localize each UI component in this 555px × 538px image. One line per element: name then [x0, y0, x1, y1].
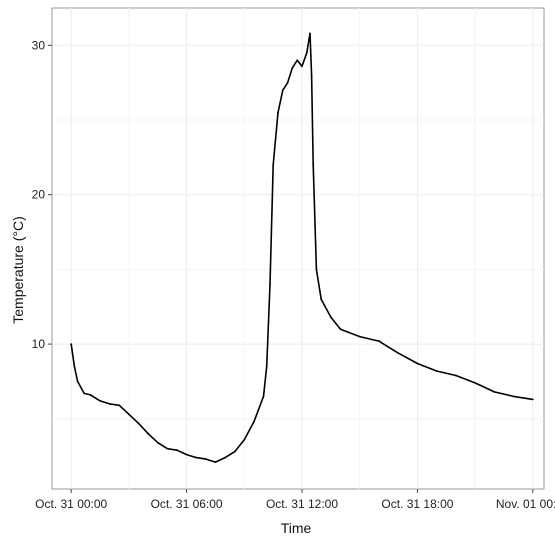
data-point	[214, 461, 217, 463]
data-point	[73, 365, 76, 368]
data-point	[243, 438, 246, 441]
data-point	[378, 340, 380, 342]
data-point	[296, 59, 299, 62]
y-tick-label: 20	[32, 188, 46, 202]
data-point	[166, 447, 169, 450]
data-point	[397, 352, 400, 354]
y-tick-label: 10	[32, 337, 46, 351]
x-tick-label: Oct. 31 12:00	[266, 497, 338, 511]
data-point	[118, 404, 121, 407]
data-point	[305, 51, 308, 54]
data-point	[455, 374, 457, 377]
x-tick-label: Nov. 01 00:00	[496, 497, 555, 511]
data-point	[233, 450, 236, 453]
data-point	[339, 328, 342, 331]
data-point	[99, 400, 101, 402]
data-point	[147, 432, 150, 435]
data-point	[309, 32, 311, 35]
series-layer	[70, 32, 534, 463]
data-point	[224, 456, 227, 459]
x-tick-label: Oct. 31 06:00	[151, 497, 223, 511]
data-point	[512, 395, 515, 398]
data-point	[83, 392, 85, 395]
data-point	[286, 81, 289, 84]
data-point	[185, 453, 188, 456]
data-point	[493, 391, 496, 393]
grid-lines	[52, 8, 544, 489]
data-point	[277, 111, 279, 114]
data-point	[265, 365, 268, 368]
data-point	[416, 362, 419, 365]
data-point	[137, 422, 140, 425]
x-tick-label: Oct. 31 00:00	[35, 497, 107, 511]
data-point	[330, 316, 332, 319]
data-point	[310, 74, 313, 77]
x-axis-title: Time	[281, 520, 312, 536]
y-axis-title: Temperature (°C)	[10, 216, 26, 324]
data-point	[291, 66, 294, 69]
data-point	[205, 458, 207, 460]
data-point	[262, 395, 265, 398]
data-point	[281, 89, 284, 92]
data-point	[269, 283, 271, 286]
plot-panel	[51, 7, 545, 490]
data-point	[474, 382, 476, 384]
data-point	[89, 394, 92, 396]
series-line	[70, 32, 533, 463]
data-point	[176, 449, 178, 452]
data-point	[435, 370, 438, 372]
data-point	[70, 343, 73, 345]
data-point	[531, 398, 534, 401]
data-point	[315, 268, 318, 271]
data-point	[127, 413, 130, 416]
data-point	[320, 298, 323, 301]
axis-ticks: 10 20 30 Oct. 31 00:00 Oct. 31 06:00 Oct. 31 …	[32, 38, 555, 511]
data-point	[195, 456, 198, 459]
data-point	[272, 163, 275, 166]
data-point	[301, 65, 303, 68]
data-point	[108, 403, 111, 405]
data-point	[312, 163, 315, 166]
data-point	[76, 380, 79, 383]
y-tick-label: 30	[32, 38, 46, 52]
x-tick-label: Oct. 31 18:00	[381, 497, 453, 511]
data-point	[156, 441, 159, 444]
data-point	[253, 420, 255, 423]
data-point	[358, 335, 361, 338]
